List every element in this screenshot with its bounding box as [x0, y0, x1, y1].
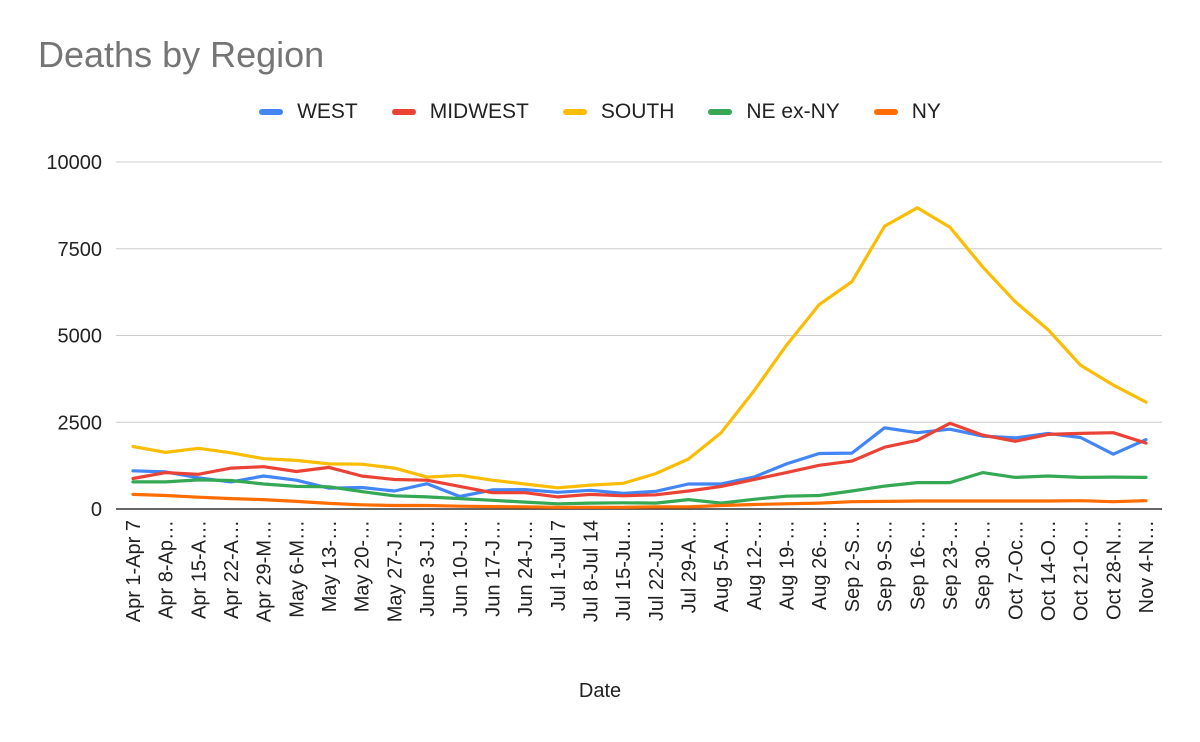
x-tick-label: May 20-… — [352, 520, 374, 612]
legend-swatch-ny — [873, 109, 898, 115]
legend-label-ne-ex-ny: NE ex-NY — [746, 100, 840, 123]
legend-label-ny: NY — [911, 100, 941, 123]
x-tick-label: Apr 22-A… — [221, 520, 243, 619]
x-tick-label: Sep 2-S… — [842, 520, 864, 612]
x-tick-label: Apr 1-Apr 7 — [123, 520, 145, 622]
y-tick-label: 2500 — [58, 412, 103, 434]
series-line-west — [131, 426, 1148, 499]
x-tick-label: Jun 17-J… — [482, 520, 504, 617]
y-tick-label: 5000 — [58, 326, 103, 348]
series-line-ne-ex-ny — [131, 471, 1148, 506]
x-tick-label: Oct 7-Oc… — [1005, 520, 1027, 620]
x-tick-label: May 27-J… — [384, 520, 406, 622]
x-tick-label: Jul 8-Jul 14 — [580, 520, 602, 622]
legend-item-ne-ex-ny[interactable]: NE ex-NY — [708, 100, 840, 124]
x-tick-label: Jul 29-A… — [679, 520, 701, 613]
legend-swatch-ne-ex-ny — [708, 109, 733, 115]
legend-label-midwest: MIDWEST — [429, 100, 529, 123]
legend-item-west[interactable]: WEST — [259, 100, 358, 124]
x-tick-label: Oct 28-N… — [1103, 520, 1125, 620]
x-tick-label: Sep 16-… — [907, 520, 929, 610]
x-tick-label: June 3-J… — [417, 520, 439, 617]
series-line-midwest — [131, 421, 1148, 499]
legend-swatch-south — [562, 109, 587, 115]
x-tick-label: Jul 15-Ju… — [613, 520, 635, 621]
x-axis-title: Date — [578, 680, 622, 702]
legend-label-south: SOUTH — [600, 100, 675, 123]
x-tick-label: Apr 15-A… — [188, 520, 210, 619]
x-tick-label: Sep 30-… — [973, 520, 995, 610]
x-tick-label: Oct 21-O… — [1071, 520, 1093, 621]
y-tick-label: 7500 — [58, 239, 103, 261]
x-tick-label: Aug 12-… — [744, 520, 766, 610]
x-tick-label: May 13-… — [319, 520, 341, 612]
y-tick-label: 0 — [91, 499, 102, 521]
x-tick-label: Sep 23-… — [940, 520, 962, 610]
x-tick-label: Aug 26-… — [809, 520, 831, 610]
y-tick-label: 10000 — [46, 152, 102, 174]
x-tick-label: Aug 19-… — [777, 520, 799, 610]
x-tick-label: Oct 14-O… — [1038, 520, 1060, 621]
legend-label-west: WEST — [297, 100, 358, 123]
legend-item-south[interactable]: SOUTH — [562, 100, 675, 124]
x-tick-label: Aug 5-A… — [711, 520, 733, 612]
x-tick-label: Apr 29-M… — [254, 520, 276, 622]
series-line-south — [131, 206, 1148, 490]
chart-title: Deaths by Region — [38, 34, 325, 75]
x-tick-label: Jul 22-Ju… — [646, 520, 668, 621]
x-tick-label: Jul 1-Jul 7 — [548, 520, 570, 611]
legend-swatch-west — [259, 109, 284, 115]
x-tick-label: Sep 9-S… — [875, 520, 897, 612]
x-tick-label: Apr 8-Ap… — [156, 520, 178, 619]
legend: WEST MIDWEST SOUTH NE ex-NY NY — [0, 100, 1200, 124]
legend-swatch-midwest — [391, 109, 416, 115]
x-tick-label: Nov 4-N… — [1136, 520, 1158, 613]
x-tick-label: Jun 10-J… — [450, 520, 472, 617]
legend-item-midwest[interactable]: MIDWEST — [391, 100, 529, 124]
x-tick-label: Jun 24-J… — [515, 520, 537, 617]
legend-item-ny[interactable]: NY — [873, 100, 941, 124]
series-line-ny — [131, 492, 1148, 509]
x-tick-label: May 6-M… — [286, 520, 308, 618]
